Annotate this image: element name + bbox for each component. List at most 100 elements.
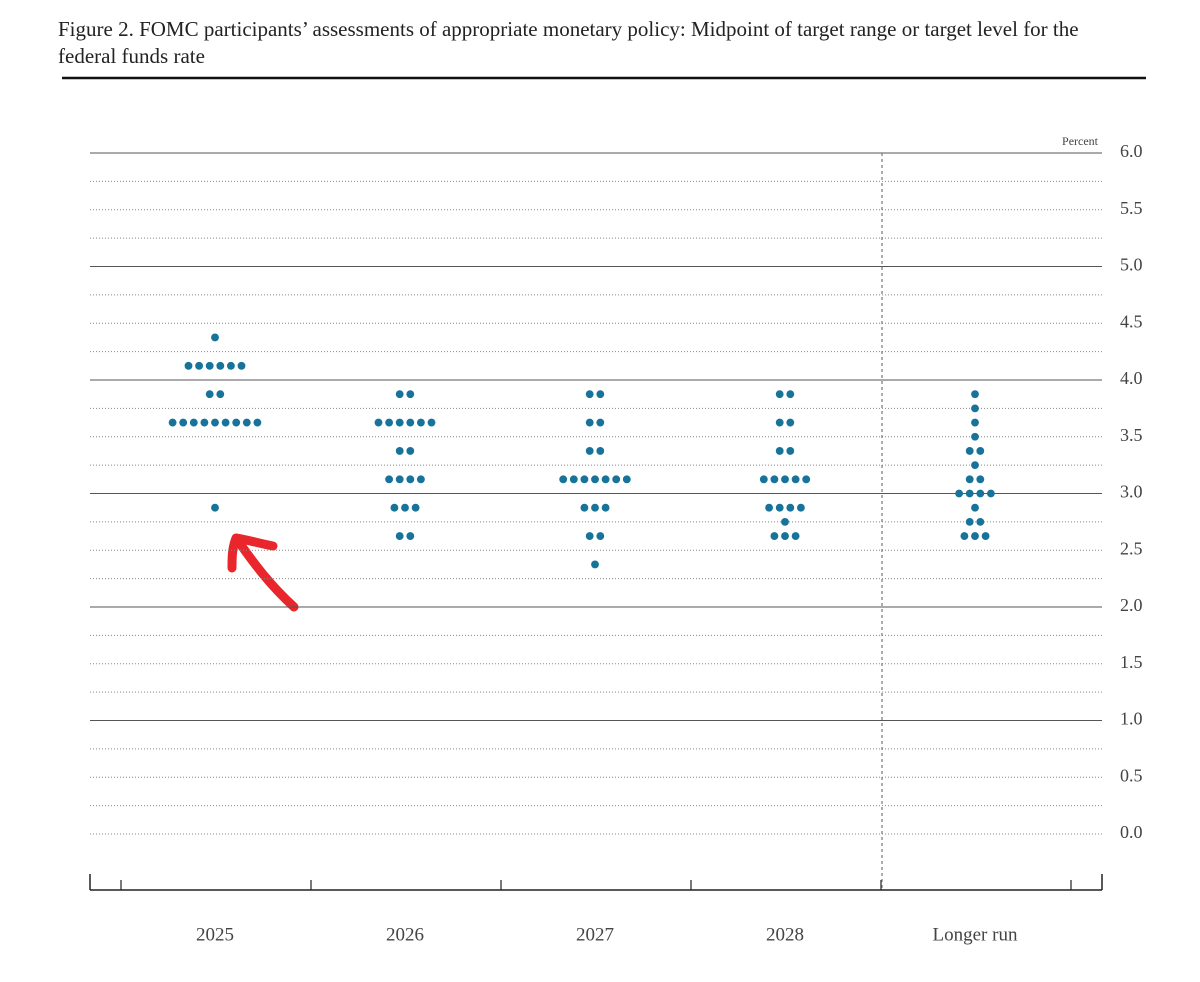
dot <box>965 489 974 498</box>
dot <box>976 447 985 455</box>
dot <box>580 503 589 512</box>
dot <box>237 361 246 370</box>
dot <box>559 475 568 484</box>
dot <box>374 418 383 427</box>
dot <box>179 418 188 427</box>
dot <box>987 489 995 498</box>
dot <box>775 503 784 512</box>
dot <box>189 418 198 427</box>
y-tick-label: 2.5 <box>1120 538 1143 558</box>
dot <box>395 390 404 399</box>
dot <box>791 532 800 540</box>
dot <box>971 503 979 512</box>
dot <box>786 390 795 399</box>
x-tick-label: 2028 <box>766 924 804 945</box>
dot <box>232 418 241 427</box>
dot <box>585 532 594 540</box>
dot <box>168 418 177 427</box>
dot <box>971 418 979 427</box>
dot <box>411 503 420 512</box>
dot <box>965 447 974 455</box>
dot <box>390 503 399 512</box>
dot <box>775 390 784 399</box>
dot <box>211 333 219 342</box>
dot <box>211 503 219 512</box>
dot <box>406 532 415 540</box>
x-tick-label: 2026 <box>386 924 424 945</box>
chart-title: Figure 2. FOMC participants’ assessments… <box>58 17 1079 68</box>
x-tick-label: 2027 <box>576 924 614 945</box>
y-tick-label: 1.5 <box>1120 652 1143 672</box>
dot <box>227 361 235 370</box>
dot <box>211 418 219 427</box>
dot <box>976 475 985 484</box>
dot <box>385 475 393 484</box>
y-tick-label: 5.5 <box>1120 198 1143 218</box>
dot <box>786 447 795 455</box>
dot <box>770 532 779 540</box>
dot <box>569 475 578 484</box>
dot <box>955 489 963 498</box>
dot <box>981 532 990 540</box>
dot <box>395 447 404 455</box>
dot <box>417 418 425 427</box>
dot <box>580 475 589 484</box>
dot <box>976 517 985 526</box>
y-tick-label: 3.0 <box>1120 482 1143 502</box>
dot <box>216 361 225 370</box>
dot <box>976 489 985 498</box>
dot <box>971 432 979 441</box>
dot <box>802 475 811 484</box>
dot <box>775 418 784 427</box>
dot <box>596 418 605 427</box>
dot <box>406 475 415 484</box>
dot <box>406 447 415 455</box>
dot <box>591 475 599 484</box>
dot <box>960 532 969 540</box>
y-tick-label: 0.0 <box>1120 822 1143 842</box>
y-tick-label: 6.0 <box>1120 141 1143 161</box>
dot <box>971 532 979 540</box>
dot <box>200 418 209 427</box>
y-tick-label: 3.5 <box>1120 425 1143 445</box>
y-tick-label: 4.0 <box>1120 368 1143 388</box>
x-tick-label: Longer run <box>933 924 1018 945</box>
dot <box>585 418 594 427</box>
y-tick-label: 5.0 <box>1120 255 1143 275</box>
dot <box>775 447 784 455</box>
y-tick-label: 1.0 <box>1120 709 1143 729</box>
y-tick-label: 4.5 <box>1120 311 1143 331</box>
dot <box>797 503 805 512</box>
dot <box>965 475 974 484</box>
dot <box>427 418 436 427</box>
dot <box>601 503 610 512</box>
arrow-annotation <box>227 533 299 612</box>
dot <box>406 418 415 427</box>
y-tick-label: 2.0 <box>1120 595 1143 615</box>
dot <box>971 404 979 413</box>
dot <box>184 361 193 370</box>
dot <box>601 475 610 484</box>
dot <box>205 390 214 399</box>
dot <box>596 447 605 455</box>
dot <box>786 418 795 427</box>
dot <box>786 503 795 512</box>
dot <box>622 475 631 484</box>
dot <box>242 418 251 427</box>
dot <box>395 532 404 540</box>
y-tick-label: 0.5 <box>1120 765 1143 785</box>
dot <box>401 503 409 512</box>
dot <box>395 418 404 427</box>
dot <box>417 475 425 484</box>
y-axis-label: Percent <box>1062 134 1099 148</box>
dot <box>596 532 605 540</box>
dot <box>406 390 415 399</box>
dot <box>781 517 789 526</box>
dot <box>205 361 214 370</box>
dot <box>395 475 404 484</box>
dot <box>195 361 204 370</box>
dot <box>585 390 594 399</box>
dot <box>591 560 599 569</box>
